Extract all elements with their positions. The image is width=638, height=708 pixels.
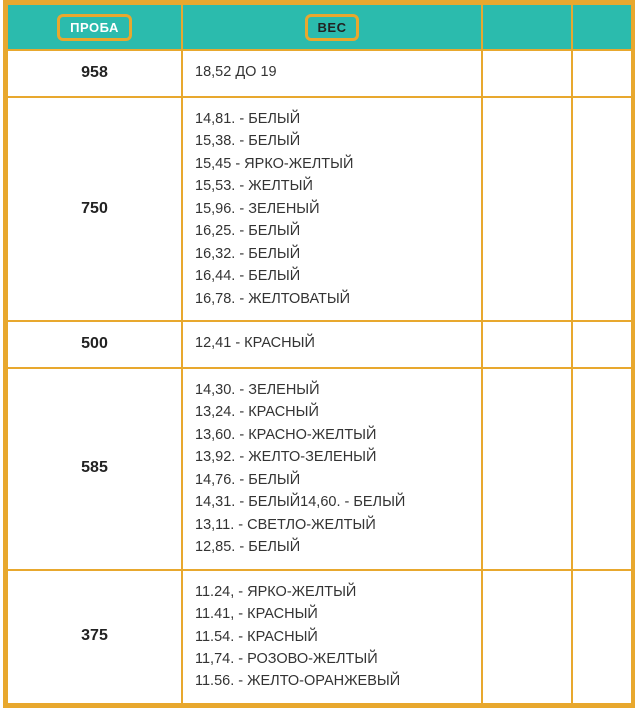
cell-empty [572,321,632,368]
cell-ves: 11.24, - ЯРКО-ЖЕЛТЫЙ11.41, - КРАСНЫЙ11.5… [182,570,482,704]
table-container: ПРОБА ВЕС 958 18,52 ДО 19 750 14,81. - Б… [3,0,635,708]
cell-proba: 958 [7,50,182,97]
data-table: ПРОБА ВЕС 958 18,52 ДО 19 750 14,81. - Б… [6,3,633,705]
table-row: 500 12,41 - КРАСНЫЙ [7,321,632,368]
header-label-proba: ПРОБА [57,14,132,41]
header-label-ves: ВЕС [305,14,360,41]
cell-empty [572,570,632,704]
table-row: 585 14,30. - ЗЕЛЕНЫЙ13,24. - КРАСНЫЙ13,6… [7,368,632,570]
cell-proba: 500 [7,321,182,368]
cell-empty [572,368,632,570]
cell-empty [482,97,572,321]
header-cell-empty-1 [482,4,572,50]
cell-proba: 750 [7,97,182,321]
cell-empty [572,50,632,97]
header-cell-proba: ПРОБА [7,4,182,50]
cell-proba: 585 [7,368,182,570]
cell-empty [572,97,632,321]
table-row: 958 18,52 ДО 19 [7,50,632,97]
cell-empty [482,368,572,570]
cell-proba: 375 [7,570,182,704]
header-row: ПРОБА ВЕС [7,4,632,50]
table-row: 375 11.24, - ЯРКО-ЖЕЛТЫЙ11.41, - КРАСНЫЙ… [7,570,632,704]
table-row: 750 14,81. - БЕЛЫЙ15,38. - БЕЛЫЙ15,45 - … [7,97,632,321]
cell-empty [482,50,572,97]
cell-empty [482,321,572,368]
table-body: 958 18,52 ДО 19 750 14,81. - БЕЛЫЙ15,38.… [7,50,632,704]
cell-ves: 12,41 - КРАСНЫЙ [182,321,482,368]
cell-ves: 14,30. - ЗЕЛЕНЫЙ13,24. - КРАСНЫЙ13,60. -… [182,368,482,570]
cell-ves: 14,81. - БЕЛЫЙ15,38. - БЕЛЫЙ15,45 - ЯРКО… [182,97,482,321]
header-cell-ves: ВЕС [182,4,482,50]
cell-empty [482,570,572,704]
cell-ves: 18,52 ДО 19 [182,50,482,97]
header-cell-empty-2 [572,4,632,50]
